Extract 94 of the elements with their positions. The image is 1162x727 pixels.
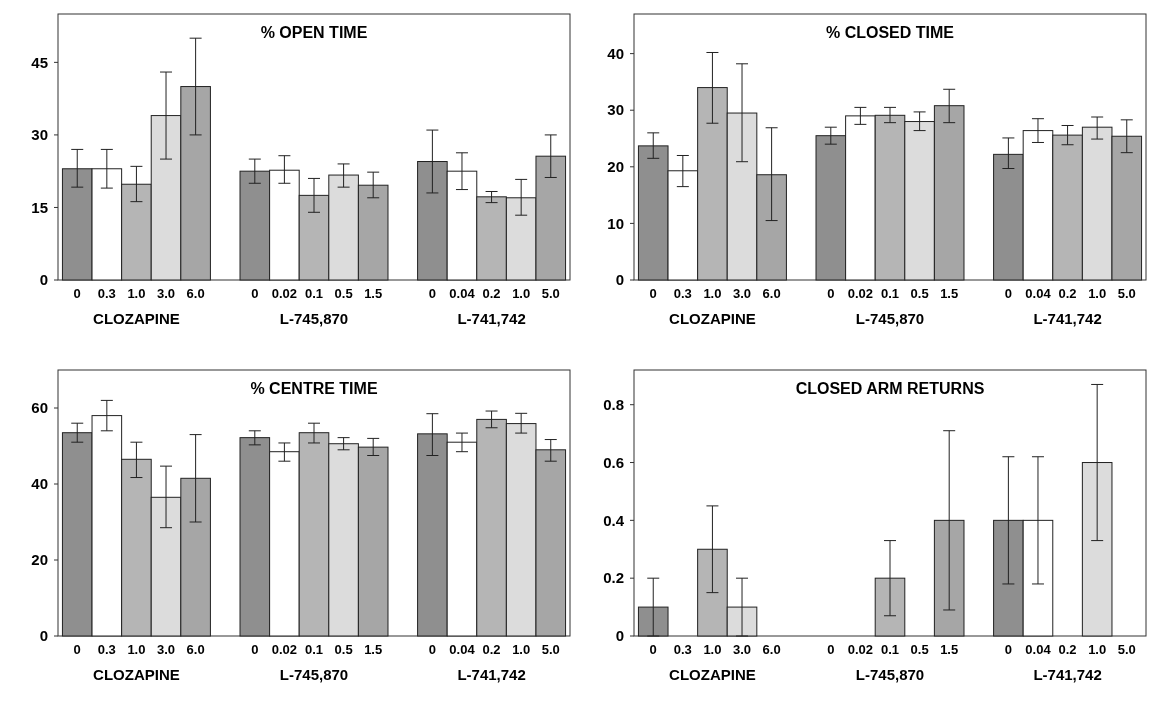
y-tick-label: 0 (39, 627, 48, 645)
x-tick-label: 1.0 (127, 642, 146, 657)
text: L-741,742 (1033, 666, 1102, 683)
text: L-745,870 (855, 666, 925, 683)
x-tick-label: 0 (428, 286, 436, 301)
x-tick-label: 0 (1004, 286, 1012, 301)
text: L-741,742 (457, 666, 526, 683)
x-tick-label: 0.1 (880, 642, 900, 657)
text: CLOSED ARM RETURNS (795, 380, 985, 397)
x-tick-label: 0.02 (271, 642, 298, 657)
x-tick-label: 0.3 (97, 642, 116, 657)
x-tick-label: 0.04 (449, 286, 476, 301)
x-tick-label: 6.0 (762, 286, 781, 301)
y-tick-label: 15 (31, 198, 48, 216)
x-tick-label: 0.1 (304, 642, 324, 657)
x-tick-label: 6.0 (186, 286, 205, 301)
text: % CENTRE TIME (250, 380, 378, 397)
x-tick-label: 0 (827, 286, 835, 301)
x-tick-label: 6.0 (186, 642, 205, 657)
y-tick-label: 20 (31, 551, 48, 569)
x-tick-label: 0.2 (482, 286, 501, 301)
x-tick-label: 0 (73, 642, 81, 657)
x-tick-label: 0.5 (334, 286, 353, 301)
y-tick-label: 0.4 (603, 511, 625, 529)
x-tick-label: 0.3 (673, 286, 692, 301)
text: % CLOSED TIME (825, 24, 955, 41)
text: CLOZAPINE (669, 310, 756, 327)
x-tick-label: 3.0 (156, 642, 176, 657)
y-tick-label: 0 (615, 627, 624, 645)
y-tick-label: 10 (607, 214, 624, 232)
x-tick-label: 0 (1004, 642, 1012, 657)
x-tick-label: 0.3 (673, 642, 692, 657)
x-tick-label: 1.5 (364, 642, 383, 657)
y-tick-label: 30 (607, 101, 624, 119)
y-tick-label: 20 (607, 158, 624, 176)
y-tick-label: 0 (615, 271, 624, 289)
x-tick-label: 5.0 (541, 286, 560, 301)
x-tick-label: 1.5 (364, 286, 383, 301)
x-tick-label: 5.0 (1117, 642, 1136, 657)
text: CLOZAPINE (669, 666, 756, 683)
x-tick-label: 1.0 (1088, 642, 1107, 657)
x-tick-label: 3.0 (156, 286, 176, 301)
x-tick-label: 0.1 (304, 286, 324, 301)
x-tick-label: 0.3 (97, 286, 116, 301)
y-tick-label: 40 (31, 475, 48, 493)
text: L-745,870 (279, 666, 349, 683)
x-tick-label: 0 (649, 286, 657, 301)
y-tick-label: 40 (607, 44, 624, 62)
x-tick-label: 1.5 (940, 286, 959, 301)
x-tick-label: 0.2 (1058, 286, 1077, 301)
x-tick-label: 0.5 (334, 642, 353, 657)
x-tick-label: 0 (73, 286, 81, 301)
x-tick-label: 0.02 (847, 642, 874, 657)
text: CLOZAPINE (93, 666, 180, 683)
x-tick-label: 6.0 (762, 642, 781, 657)
x-tick-label: 0.1 (880, 286, 900, 301)
x-tick-label: 0.02 (271, 286, 298, 301)
x-tick-label: 3.0 (732, 642, 752, 657)
x-tick-label: 0.04 (449, 642, 476, 657)
x-tick-label: 0.02 (847, 286, 874, 301)
y-tick-label: 45 (31, 53, 48, 71)
x-tick-label: 1.5 (940, 642, 959, 657)
x-tick-label: 5.0 (541, 642, 560, 657)
x-tick-label: 5.0 (1117, 286, 1136, 301)
y-tick-label: 60 (31, 399, 48, 417)
y-tick-label: 0.2 (603, 569, 624, 587)
x-tick-label: 0.2 (1058, 642, 1077, 657)
text: L-741,742 (457, 310, 526, 327)
x-tick-label: 0.2 (482, 642, 501, 657)
x-tick-label: 0 (428, 642, 436, 657)
text: L-741,742 (1033, 310, 1102, 327)
y-tick-label: 0 (39, 271, 48, 289)
text: L-745,870 (279, 310, 349, 327)
x-tick-label: 1.0 (127, 286, 146, 301)
x-tick-label: 0.5 (910, 642, 929, 657)
y-tick-label: 0.8 (603, 395, 624, 413)
x-tick-label: 0 (251, 642, 259, 657)
x-tick-label: 0.04 (1025, 642, 1052, 657)
x-tick-label: 0 (827, 642, 835, 657)
x-tick-label: 1.0 (703, 286, 722, 301)
x-tick-label: 0.5 (910, 286, 929, 301)
x-tick-label: 0 (649, 642, 657, 657)
x-tick-label: 1.0 (1088, 286, 1107, 301)
y-tick-label: 30 (31, 126, 48, 144)
y-tick-label: 0.6 (603, 453, 624, 471)
text: CLOZAPINE (93, 310, 180, 327)
x-tick-label: 1.0 (512, 642, 531, 657)
x-tick-label: 0 (251, 286, 259, 301)
text: % OPEN TIME (260, 24, 368, 41)
x-tick-label: 1.0 (703, 642, 722, 657)
text: L-745,870 (855, 310, 925, 327)
x-tick-label: 3.0 (732, 286, 752, 301)
x-tick-label: 0.04 (1025, 286, 1052, 301)
x-tick-label: 1.0 (512, 286, 531, 301)
